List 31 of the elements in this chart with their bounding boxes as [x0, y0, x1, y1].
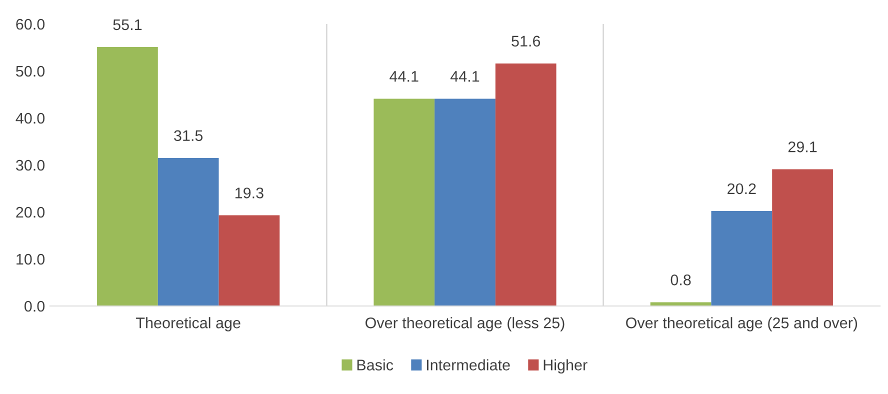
bar — [374, 98, 435, 306]
data-label: 20.2 — [728, 183, 756, 194]
x-tick-label: Over theoretical age (25 and over) — [626, 317, 858, 332]
bar — [650, 302, 712, 306]
y-tick-label: 40.0 — [16, 112, 45, 124]
data-label: 51.6 — [512, 36, 540, 47]
bar — [97, 47, 158, 306]
bar — [711, 211, 772, 306]
y-tick-label: 10.0 — [16, 254, 45, 265]
bar — [434, 98, 496, 306]
data-label: 0.8 — [670, 274, 691, 286]
legend-label: Higher — [544, 359, 588, 374]
y-tick-label: 0.0 — [24, 300, 45, 312]
data-label: 44.1 — [390, 71, 418, 82]
data-label: 29.1 — [788, 142, 817, 152]
legend-label: Intermediate — [427, 359, 510, 370]
bar — [495, 63, 556, 306]
legend-label: Basic — [357, 359, 394, 370]
x-tick-label: Theoretical age — [136, 317, 240, 332]
data-label: 55.1 — [113, 19, 142, 30]
bar — [772, 169, 833, 306]
y-tick-label: 60.0 — [16, 18, 45, 30]
data-label: 31.5 — [174, 130, 203, 142]
y-tick-label: 20.0 — [16, 206, 45, 218]
y-tick-label: 30.0 — [16, 160, 45, 171]
data-label: 19.3 — [236, 188, 264, 198]
bar — [218, 215, 280, 306]
y-tick-label: 50.0 — [16, 66, 45, 77]
data-label: 44.1 — [450, 71, 480, 82]
bar — [158, 158, 219, 306]
x-tick-label: Over theoretical age (less 25) — [366, 317, 564, 332]
